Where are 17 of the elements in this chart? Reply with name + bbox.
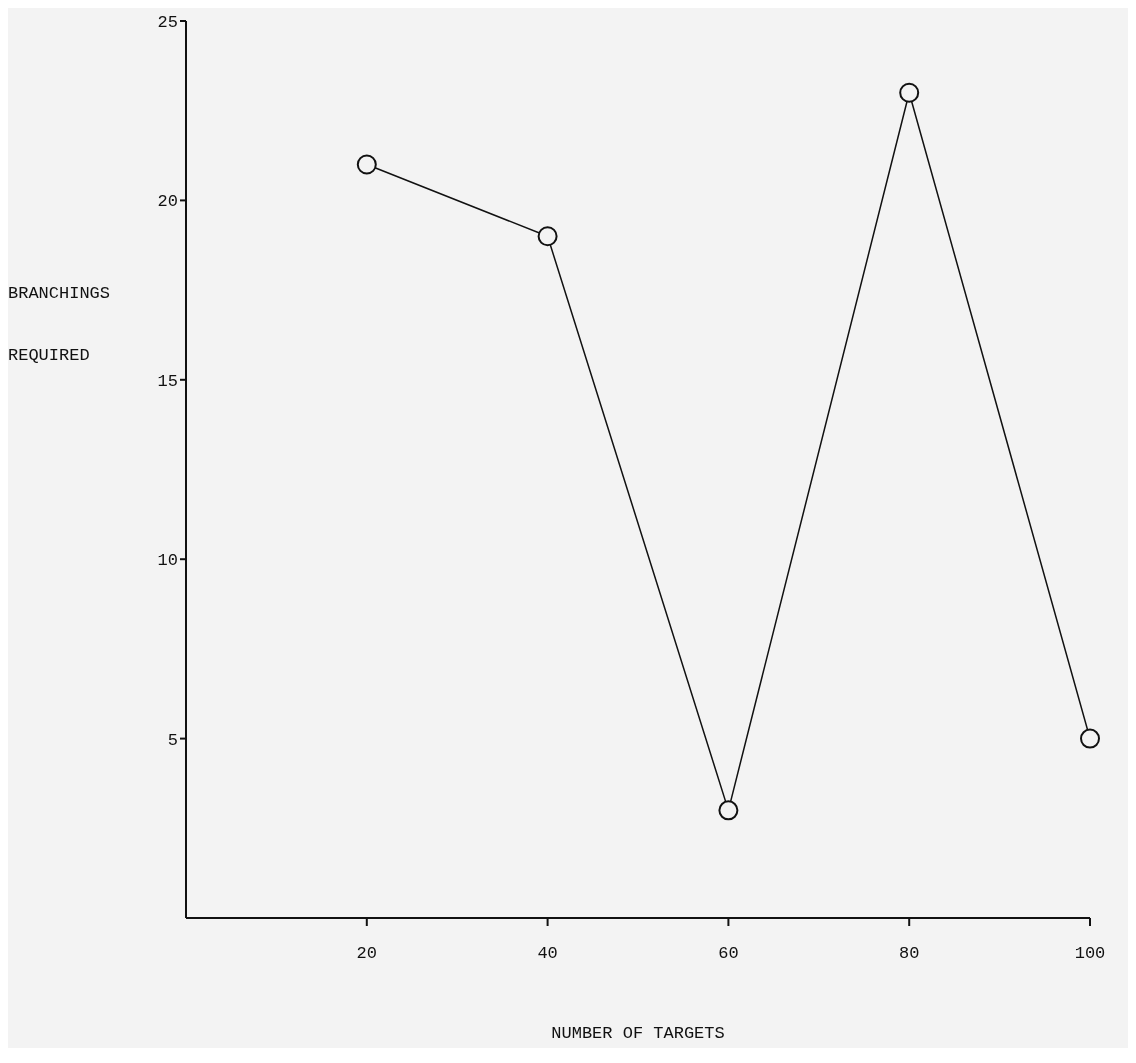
- x-tick-label: 20: [356, 944, 377, 964]
- y-tick-label: 15: [157, 371, 178, 391]
- point: [1080, 728, 1100, 749]
- x-axis-title: NUMBER OF TARGETS: [551, 1024, 725, 1043]
- point: [537, 226, 558, 247]
- text: BRANCHINGS REQUIRED: [8, 284, 111, 365]
- x-tick-label: 80: [899, 944, 920, 964]
- point: [718, 800, 739, 821]
- x-tick-label: 100: [1074, 944, 1106, 964]
- y-tick-label: 10: [157, 551, 178, 571]
- point: [899, 82, 920, 103]
- y-tick-label: 25: [157, 13, 178, 33]
- x-tick-label: 60: [718, 944, 739, 964]
- point: [356, 154, 377, 175]
- x-tick-label: 40: [537, 944, 558, 964]
- y-tick-label: 20: [157, 192, 178, 212]
- y-tick-label: 5: [167, 730, 178, 750]
